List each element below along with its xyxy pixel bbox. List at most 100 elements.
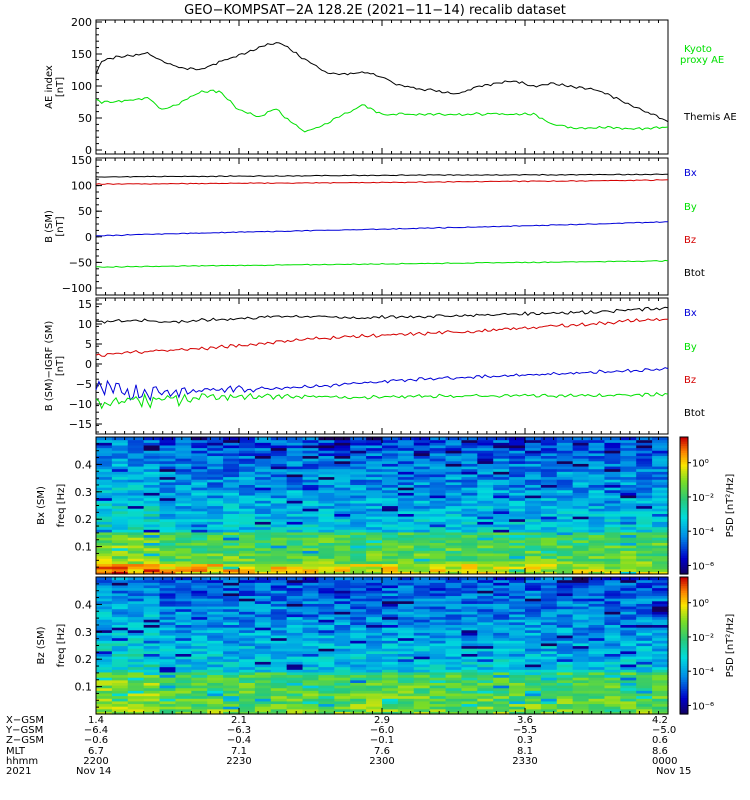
spectrogram-cell bbox=[461, 505, 478, 509]
legend-label: Kyoto bbox=[684, 44, 712, 55]
spectrogram-cell bbox=[429, 439, 447, 443]
spectrogram-cell bbox=[588, 542, 606, 546]
y-tick-label: 0.2 bbox=[75, 653, 93, 666]
spectrogram-cell bbox=[350, 463, 367, 467]
spectrogram-cell bbox=[461, 531, 478, 536]
spectrogram-cell bbox=[286, 577, 304, 581]
spectrogram-cell bbox=[445, 632, 463, 636]
spectrogram-cell bbox=[413, 566, 431, 570]
spectrogram-cell bbox=[636, 629, 653, 633]
spectrogram-cell bbox=[382, 679, 399, 683]
spectrogram-cell bbox=[111, 484, 129, 488]
spectrogram-cell bbox=[127, 637, 145, 641]
spectrogram-cell bbox=[445, 510, 463, 514]
spectrogram-cell bbox=[477, 539, 494, 543]
spectrogram-cell bbox=[620, 487, 637, 491]
spectrogram-cell bbox=[382, 444, 399, 449]
spectrogram-cell bbox=[556, 632, 574, 636]
colorbar-swatch bbox=[680, 452, 688, 456]
spectrogram-cell bbox=[334, 624, 351, 628]
spectrogram-cell bbox=[223, 468, 240, 472]
spectrogram-cell bbox=[350, 516, 367, 520]
axis-cell: 2330 bbox=[512, 756, 537, 767]
spectrogram-cell bbox=[382, 600, 399, 604]
spectrogram-cell bbox=[429, 658, 447, 662]
spectrogram-cell bbox=[223, 653, 240, 657]
spectrogram-cell bbox=[318, 455, 335, 459]
spectrogram-cell bbox=[127, 598, 145, 602]
colorbar-swatch bbox=[680, 597, 688, 601]
spectrogram-cell bbox=[445, 598, 463, 602]
colorbar-swatch bbox=[680, 523, 688, 527]
spectrogram-cell bbox=[191, 603, 208, 607]
colorbar-swatch bbox=[680, 521, 688, 525]
spectrogram-cell bbox=[143, 648, 161, 652]
spectrogram-cell bbox=[334, 481, 351, 486]
spectrogram-cell bbox=[143, 674, 161, 678]
spectrogram-cell bbox=[588, 452, 606, 457]
spectrogram-cell bbox=[223, 600, 240, 604]
spectrogram-cell bbox=[175, 711, 192, 715]
spectrogram-cell bbox=[429, 577, 447, 581]
spectrogram-cell bbox=[556, 539, 574, 543]
spectrogram-cell bbox=[318, 487, 335, 491]
spectrogram-cell bbox=[461, 523, 478, 528]
spectrogram-cell bbox=[350, 534, 367, 538]
spectrogram-cell bbox=[223, 508, 240, 512]
spectrogram-cell bbox=[652, 616, 669, 620]
spectrogram-cell bbox=[477, 661, 494, 665]
spectrogram-cell bbox=[636, 450, 653, 454]
spectrogram-cell bbox=[572, 497, 590, 501]
spectrogram-cell bbox=[509, 587, 526, 591]
spectrogram-cell bbox=[540, 627, 558, 631]
spectrogram-cell bbox=[334, 542, 351, 546]
spectrogram-cell bbox=[350, 679, 367, 683]
spectrogram-cell bbox=[556, 695, 574, 699]
spectrogram-cell bbox=[350, 510, 367, 514]
spectrogram-cell bbox=[366, 523, 383, 528]
spectrogram-cell bbox=[302, 484, 320, 488]
spectrogram-cell bbox=[382, 473, 399, 478]
spectrogram-cell bbox=[429, 584, 447, 589]
spectrogram-cell bbox=[334, 590, 351, 594]
spectrogram-cell bbox=[111, 547, 129, 551]
spectrogram-cell bbox=[588, 479, 606, 483]
spectrogram-cell bbox=[96, 603, 113, 607]
spectrogram-cell bbox=[397, 624, 415, 628]
spectrogram-cell bbox=[461, 653, 478, 657]
y-tick-label: 0.1 bbox=[75, 681, 93, 694]
spectrogram-cell bbox=[588, 439, 606, 443]
colorbar-swatch bbox=[680, 622, 688, 626]
spectrogram-cell bbox=[477, 460, 494, 464]
spectrogram-cell bbox=[540, 500, 558, 504]
spectrogram-cell bbox=[588, 487, 606, 491]
spectrogram-cell bbox=[493, 634, 510, 639]
colorbar-swatch bbox=[680, 643, 688, 647]
spectrogram-cell bbox=[477, 577, 494, 581]
spectrogram-cell bbox=[254, 600, 272, 604]
spectrogram-cell bbox=[111, 497, 129, 501]
spectrogram-cell bbox=[509, 518, 526, 522]
spectrogram-cell bbox=[334, 479, 351, 483]
spectrogram-cell bbox=[318, 666, 335, 670]
spectrogram-cell bbox=[334, 476, 351, 480]
spectrogram-cell bbox=[429, 547, 447, 551]
spectrogram-cell bbox=[429, 700, 447, 705]
spectrogram-cell bbox=[620, 497, 637, 501]
spectrogram-cell bbox=[461, 513, 478, 517]
spectrogram-cell bbox=[604, 552, 621, 557]
spectrogram-cell bbox=[302, 632, 320, 636]
spectrogram-cell bbox=[334, 521, 351, 525]
spectrogram-cell bbox=[556, 671, 574, 676]
spectrogram-cell bbox=[127, 460, 145, 464]
spectrogram-cell bbox=[493, 547, 510, 551]
spectrogram-cell bbox=[239, 687, 256, 691]
spectrogram-cell bbox=[652, 698, 669, 702]
colorbar-swatch bbox=[680, 704, 688, 708]
spectrogram-cell bbox=[96, 505, 113, 509]
spectrogram-cell bbox=[556, 674, 574, 678]
spectrogram-cell bbox=[366, 473, 383, 478]
spectrogram-cell bbox=[620, 458, 637, 462]
spectrogram-cell bbox=[413, 616, 431, 620]
spectrogram-cell bbox=[588, 619, 606, 623]
